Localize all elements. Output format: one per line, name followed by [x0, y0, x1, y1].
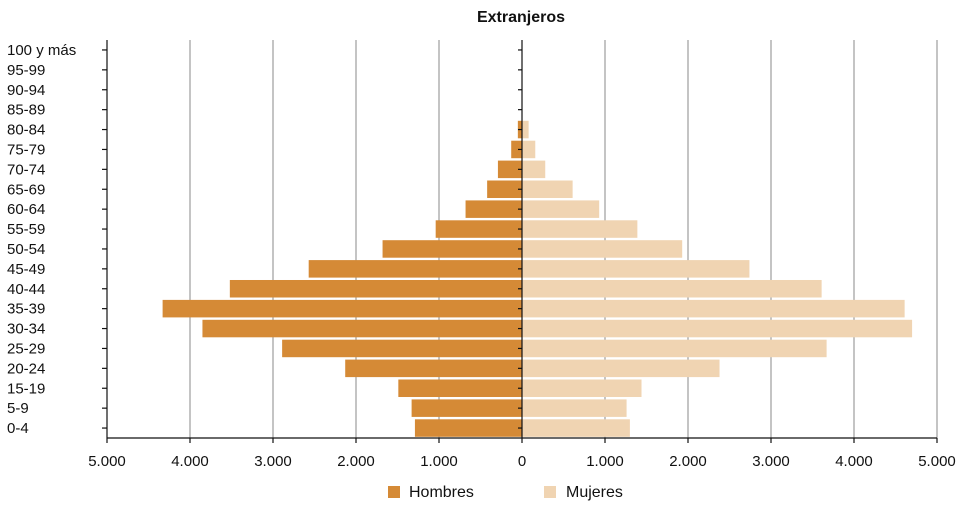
bar-hombres: [398, 379, 522, 398]
category-label: 15-19: [7, 380, 45, 397]
category-label: 40-44: [7, 281, 45, 298]
bar-mujeres: [522, 120, 529, 139]
legend-swatch-hombres: [388, 486, 400, 498]
bar-hombres: [345, 359, 522, 378]
category-label: 20-24: [7, 360, 45, 377]
bar-mujeres: [522, 240, 683, 258]
bar-hombres: [202, 319, 522, 338]
legend-label-hombres: Hombres: [409, 484, 474, 501]
bar-mujeres: [522, 299, 905, 318]
legend: Hombres Mujeres: [388, 484, 623, 501]
bar-mujeres: [522, 180, 573, 199]
bar-mujeres: [522, 359, 720, 378]
bar-hombres: [229, 279, 522, 298]
bar-hombres: [282, 339, 522, 358]
gridlines: [106, 40, 938, 438]
category-label: 85-89: [7, 102, 45, 119]
category-label: 50-54: [7, 241, 45, 258]
category-label: 80-84: [7, 122, 45, 139]
category-labels: 100 y más 95-99 90-94 85-89 80-84 75-79 70-74 6…: [7, 42, 76, 437]
bar-hombres: [414, 419, 522, 437]
category-label: 0-4: [7, 420, 29, 437]
category-label: 65-69: [7, 181, 45, 198]
bar-mujeres: [522, 220, 638, 238]
axes: [102, 40, 938, 443]
x-tick-label: 2.000: [669, 453, 707, 470]
bar-hombres: [411, 399, 522, 417]
bar-mujeres: [522, 279, 822, 298]
x-tick-label: 5.000: [918, 453, 956, 470]
bar-mujeres: [522, 419, 630, 437]
category-label: 30-34: [7, 321, 45, 338]
category-label: 5-9: [7, 400, 29, 417]
category-label: 45-49: [7, 261, 45, 278]
category-label: 75-79: [7, 141, 45, 158]
bars: [162, 120, 913, 437]
category-label: 100 y más: [7, 42, 76, 59]
x-tick-label: 4.000: [835, 453, 873, 470]
bar-hombres: [465, 200, 522, 218]
chart-title: Extranjeros: [477, 9, 565, 26]
legend-label-mujeres: Mujeres: [566, 484, 623, 501]
bar-mujeres: [522, 260, 750, 278]
bar-mujeres: [522, 160, 546, 179]
bar-mujeres: [522, 319, 913, 338]
bar-hombres: [162, 299, 523, 318]
x-tick-label: 2.000: [337, 453, 375, 470]
bar-mujeres: [522, 379, 642, 398]
x-tick-label: 3.000: [254, 453, 292, 470]
category-label: 55-59: [7, 221, 45, 238]
bar-hombres: [497, 160, 522, 179]
x-tick-label: 1.000: [586, 453, 624, 470]
x-tick-label: 4.000: [171, 453, 209, 470]
x-tick-label: 0: [518, 453, 526, 470]
legend-swatch-mujeres: [544, 486, 556, 498]
x-tick-label: 1.000: [420, 453, 458, 470]
category-label: 60-64: [7, 201, 45, 218]
x-tick-label: 3.000: [752, 453, 790, 470]
bar-mujeres: [522, 339, 827, 358]
bar-hombres: [308, 260, 522, 278]
bar-hombres: [435, 220, 522, 238]
category-label: 90-94: [7, 82, 45, 99]
category-label: 70-74: [7, 161, 45, 178]
bar-mujeres: [522, 200, 600, 218]
bar-hombres: [487, 180, 522, 199]
bar-hombres: [511, 140, 522, 159]
category-label: 35-39: [7, 301, 45, 318]
bar-mujeres: [522, 399, 627, 417]
x-tick-label: 5.000: [88, 453, 126, 470]
category-label: 25-29: [7, 340, 45, 357]
x-tick-labels: 5.000 4.000 3.000 2.000 1.000 0 1.000 2.000 3.00…: [88, 453, 956, 470]
bar-hombres: [382, 240, 522, 258]
bar-mujeres: [522, 140, 536, 159]
category-label: 95-99: [7, 62, 45, 79]
